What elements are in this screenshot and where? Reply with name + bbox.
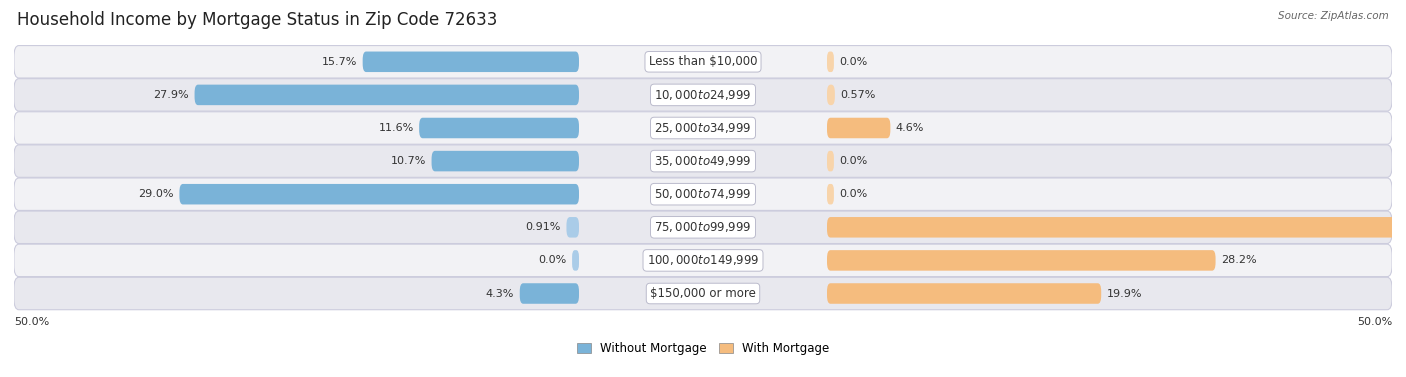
FancyBboxPatch shape bbox=[520, 283, 579, 304]
Text: Source: ZipAtlas.com: Source: ZipAtlas.com bbox=[1278, 11, 1389, 21]
FancyBboxPatch shape bbox=[827, 217, 1406, 238]
Text: 29.0%: 29.0% bbox=[138, 189, 174, 199]
FancyBboxPatch shape bbox=[14, 112, 1392, 144]
FancyBboxPatch shape bbox=[14, 211, 1392, 244]
FancyBboxPatch shape bbox=[827, 283, 1101, 304]
FancyBboxPatch shape bbox=[827, 184, 834, 204]
FancyBboxPatch shape bbox=[14, 46, 1392, 78]
Text: 27.9%: 27.9% bbox=[153, 90, 188, 100]
Text: $150,000 or more: $150,000 or more bbox=[650, 287, 756, 300]
FancyBboxPatch shape bbox=[14, 178, 1392, 210]
FancyBboxPatch shape bbox=[14, 244, 1392, 277]
Text: 0.91%: 0.91% bbox=[526, 222, 561, 232]
FancyBboxPatch shape bbox=[14, 277, 1392, 310]
Text: $100,000 to $149,999: $100,000 to $149,999 bbox=[647, 253, 759, 267]
Text: Household Income by Mortgage Status in Zip Code 72633: Household Income by Mortgage Status in Z… bbox=[17, 11, 498, 29]
FancyBboxPatch shape bbox=[572, 250, 579, 271]
Text: Less than $10,000: Less than $10,000 bbox=[648, 55, 758, 68]
FancyBboxPatch shape bbox=[363, 52, 579, 72]
Text: $75,000 to $99,999: $75,000 to $99,999 bbox=[654, 220, 752, 234]
FancyBboxPatch shape bbox=[567, 217, 579, 238]
Text: 0.0%: 0.0% bbox=[538, 255, 567, 265]
Text: 0.57%: 0.57% bbox=[841, 90, 876, 100]
FancyBboxPatch shape bbox=[14, 79, 1392, 111]
FancyBboxPatch shape bbox=[180, 184, 579, 204]
FancyBboxPatch shape bbox=[827, 52, 834, 72]
FancyBboxPatch shape bbox=[827, 250, 1216, 271]
Text: $25,000 to $34,999: $25,000 to $34,999 bbox=[654, 121, 752, 135]
FancyBboxPatch shape bbox=[194, 84, 579, 105]
Text: 4.3%: 4.3% bbox=[486, 288, 515, 299]
Text: 15.7%: 15.7% bbox=[322, 57, 357, 67]
FancyBboxPatch shape bbox=[827, 118, 890, 138]
FancyBboxPatch shape bbox=[14, 145, 1392, 177]
FancyBboxPatch shape bbox=[827, 151, 834, 172]
Text: 0.0%: 0.0% bbox=[839, 57, 868, 67]
Text: 10.7%: 10.7% bbox=[391, 156, 426, 166]
Text: $50,000 to $74,999: $50,000 to $74,999 bbox=[654, 187, 752, 201]
Text: $35,000 to $49,999: $35,000 to $49,999 bbox=[654, 154, 752, 168]
Legend: Without Mortgage, With Mortgage: Without Mortgage, With Mortgage bbox=[572, 337, 834, 360]
Text: 28.2%: 28.2% bbox=[1220, 255, 1257, 265]
FancyBboxPatch shape bbox=[419, 118, 579, 138]
FancyBboxPatch shape bbox=[432, 151, 579, 172]
Text: 4.6%: 4.6% bbox=[896, 123, 924, 133]
Text: 50.0%: 50.0% bbox=[1357, 317, 1392, 327]
Text: 19.9%: 19.9% bbox=[1107, 288, 1142, 299]
Text: $10,000 to $24,999: $10,000 to $24,999 bbox=[654, 88, 752, 102]
Text: 0.0%: 0.0% bbox=[839, 156, 868, 166]
FancyBboxPatch shape bbox=[827, 84, 835, 105]
Text: 0.0%: 0.0% bbox=[839, 189, 868, 199]
Text: 11.6%: 11.6% bbox=[378, 123, 413, 133]
Text: 50.0%: 50.0% bbox=[14, 317, 49, 327]
